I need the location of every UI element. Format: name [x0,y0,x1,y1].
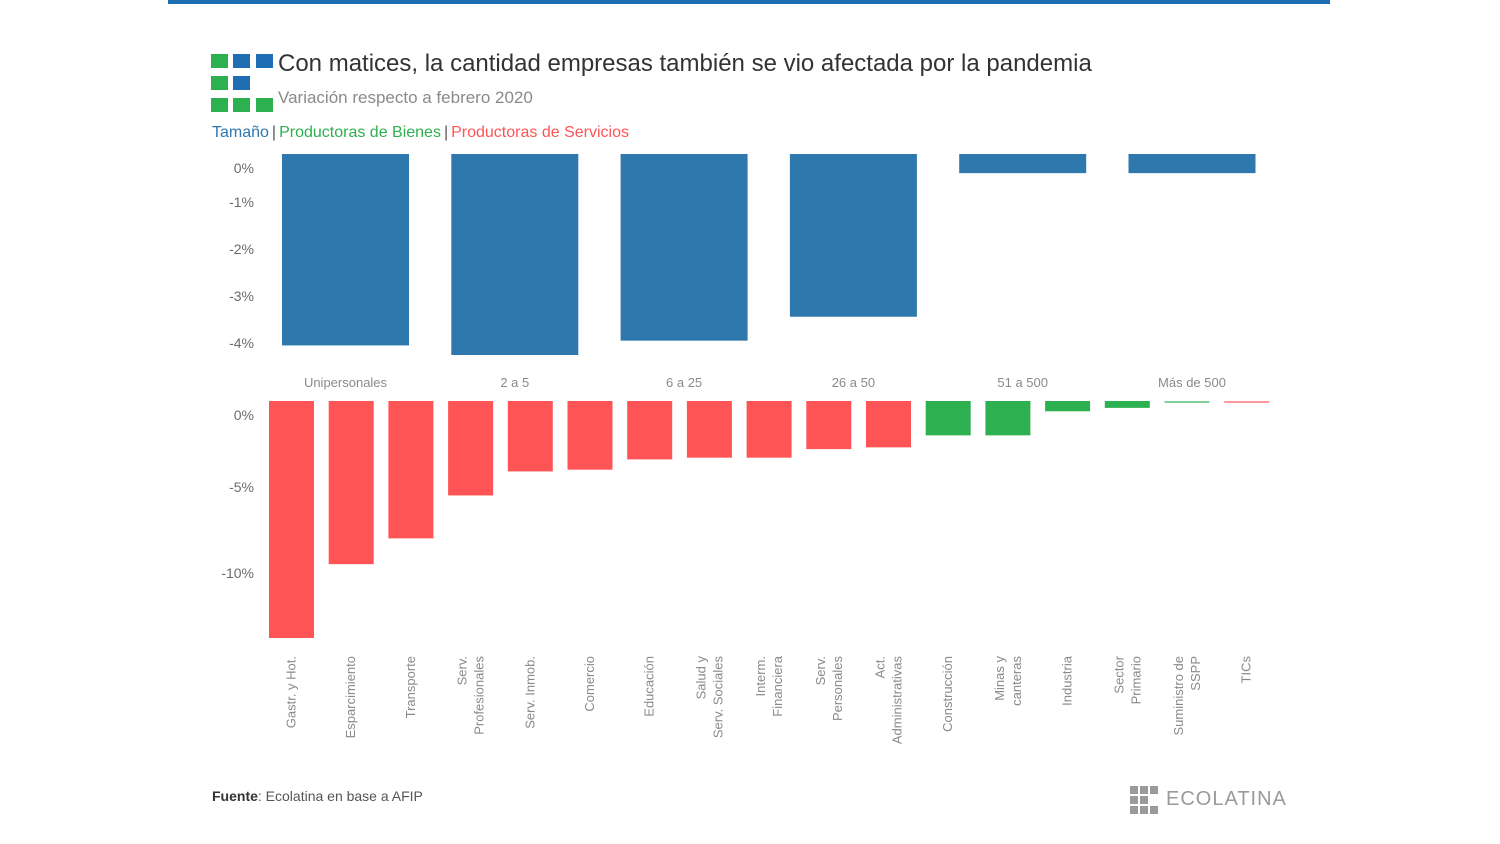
category-label-line: canteras [1009,656,1024,706]
category-label-size-5: Más de 500 [1158,375,1226,390]
category-label-line: Interm. [753,656,768,696]
bar-sector-10 [866,401,911,448]
category-label-sector-11: Construcción [940,656,955,732]
bar-sector-15 [1164,401,1210,403]
y-tick-label-bottom-2: -10% [221,565,254,581]
category-label-line: Serv. [813,656,828,685]
y-tick-label-bottom-1: -5% [229,479,254,495]
legend-item-bienes: Productoras de Bienes [279,124,441,141]
report-logo-icon [211,54,273,112]
chart-legend: Tamaño | Productoras de Bienes | Productoras… [212,124,629,142]
category-label-line: Educación [642,656,657,717]
source-text: : Ecolatina en base a AFIP [257,788,423,804]
bar-size-2 [620,154,748,341]
bar-sector-1 [328,401,374,565]
category-label-line: Industria [1060,655,1075,706]
chart-title: Con matices, la cantidad empresas tambié… [278,50,1092,77]
bar-sector-0 [269,401,314,638]
category-label-line: Esparcimiento [343,656,358,738]
category-label-line: Administrativas [890,656,905,745]
category-label-line: Minas y [992,656,1007,701]
y-tick-label-top-1: -1% [229,194,254,210]
y-tick-label-top-4: -4% [229,335,254,351]
category-label-size-3: 26 a 50 [832,375,875,390]
brand-grid-icon [1130,786,1160,814]
category-label-line: Act. [873,656,888,678]
bar-sector-3 [448,401,494,496]
bar-size-5 [1128,154,1256,174]
category-label-line: Transporte [403,656,418,718]
bar-sector-6 [627,401,673,460]
category-label-line: Primario [1128,656,1143,704]
category-label-line: Sector [1111,655,1126,693]
bar-sector-12 [985,401,1031,436]
category-label-sector-7: Salud y Serv. Sociales [693,656,725,739]
category-label-line: SSPP [1188,656,1203,691]
category-label-sector-14: Sector Primario [1111,655,1143,704]
legend-separator: | [271,124,277,141]
legend-item-tamano: Tamaño [212,124,269,141]
category-label-sector-4: Serv. Inmob. [522,656,537,729]
category-label-line: Personales [830,656,845,722]
bar-sector-16 [1224,401,1270,403]
category-label-line: Serv. Inmob. [522,656,537,729]
category-label-sector-0: Gastr. y Hot. [284,656,299,728]
category-label-line: Serv. [455,656,470,685]
bar-size-3 [789,154,917,317]
bar-size-1 [451,154,579,355]
brand-name: ECOLATINA [1166,788,1287,810]
y-tick-label-top-3: -3% [229,288,254,304]
bar-sector-4 [507,401,553,472]
category-label-sector-5: Comercio [582,656,597,712]
category-label-sector-12: Minas y canteras [992,656,1024,706]
bar-sector-2 [388,401,434,539]
category-label-line: Construcción [940,656,955,732]
bar-sector-8 [746,401,792,458]
category-label-sector-6: Educación [642,656,657,717]
category-label-sector-13: Industria [1060,655,1075,706]
category-label-line: Serv. Sociales [710,656,725,739]
category-label-line: Salud y [693,656,708,700]
category-label-size-0: Unipersonales [304,375,388,390]
category-label-size-4: 51 a 500 [997,375,1048,390]
category-label-sector-3: Serv. Profesionales [455,656,487,735]
category-label-size-2: 6 a 25 [666,375,702,390]
y-tick-label-top-0: 0% [234,160,254,176]
category-label-sector-2: Transporte [403,656,418,718]
chart-subtitle: Variación respecto a febrero 2020 [278,88,533,107]
category-label-sector-16: TICs [1239,656,1254,684]
bar-sector-11 [925,401,971,436]
bar-size-0 [282,154,409,346]
source-note: Fuente: Ecolatina en base a AFIP [212,788,423,804]
bar-sector-13 [1045,401,1091,412]
category-label-size-1: 2 a 5 [500,375,529,390]
category-label-sector-9: Serv. Personales [813,656,845,722]
legend-item-servicios: Productoras de Servicios [451,124,629,141]
legend-separator: | [443,124,449,141]
top-accent-bar [168,0,1330,4]
bar-size-4 [959,154,1087,174]
category-label-line: Profesionales [472,656,487,735]
bar-sector-14 [1104,401,1150,408]
category-label-line: Comercio [582,656,597,712]
y-tick-label-bottom-0: 0% [234,407,254,423]
source-label: Fuente [212,788,258,804]
category-label-line: TICs [1239,656,1254,684]
bar-sector-7 [686,401,732,458]
bar-sector-5 [567,401,613,470]
category-label-line: Gastr. y Hot. [284,656,299,728]
bar-sector-9 [806,401,852,450]
category-label-sector-8: Interm. Financiera [753,655,785,716]
y-tick-label-top-2: -2% [229,241,254,257]
category-label-sector-15: Suministro de SSPP [1171,656,1203,735]
category-label-sector-1: Esparcimiento [343,656,358,738]
category-label-line: Financiera [770,655,785,716]
category-label-sector-10: Act. Administrativas [873,656,905,745]
category-label-line: Suministro de [1171,656,1186,735]
